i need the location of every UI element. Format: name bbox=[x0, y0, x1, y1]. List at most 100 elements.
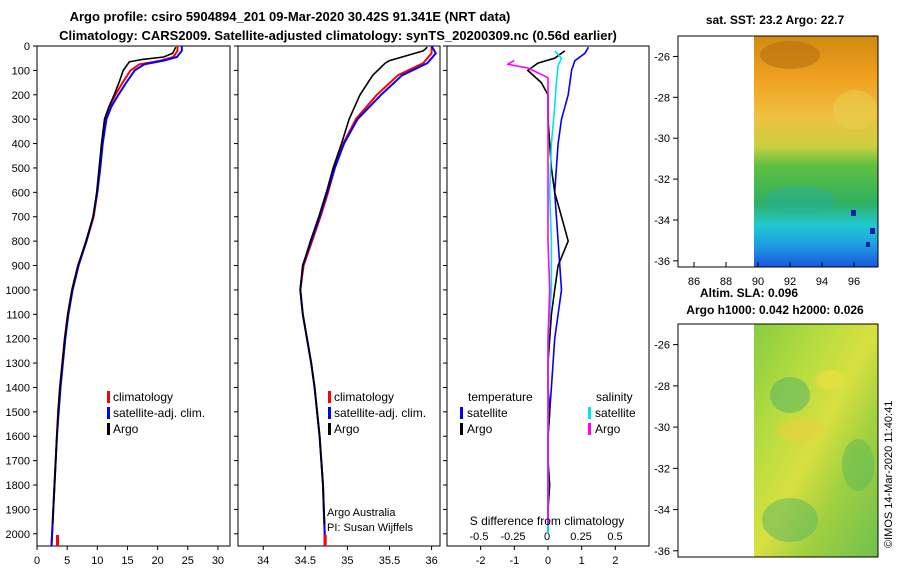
figure-title-line2: Climatology: CARS2009. Satellite-adjuste… bbox=[59, 28, 617, 43]
legend-label-sal-satellite: satellite bbox=[595, 406, 636, 420]
salinity-panel-frame bbox=[237, 45, 441, 547]
x-tick-label: 10 bbox=[91, 555, 103, 567]
x-tick-label: 15 bbox=[121, 555, 133, 567]
x-tick-label: 5 bbox=[64, 555, 70, 567]
sst-map-title: sat. SST: 23.2 Argo: 22.7 bbox=[706, 13, 845, 27]
legend-label-climatology: climatology bbox=[113, 390, 173, 404]
map-y-tick-label: -34 bbox=[654, 505, 670, 517]
map-x-tick-label: 96 bbox=[848, 276, 860, 288]
x-tick-label: 35 bbox=[341, 555, 353, 567]
legend-label-satellite: satellite-adj. clim. bbox=[334, 406, 426, 420]
temperature-legend: climatology satellite-adj. clim. Argo bbox=[107, 390, 205, 436]
temperature-profile-chart: 0 5 10 15 20 25 30 bbox=[34, 46, 224, 567]
legend-swatch-argo bbox=[107, 423, 110, 435]
legend-swatch-satellite bbox=[328, 407, 331, 419]
sst-warm-patch bbox=[760, 41, 820, 69]
x-tick-label: 1 bbox=[579, 555, 585, 567]
sst-map-frame bbox=[677, 35, 879, 268]
salinity-tick-label: -0.25 bbox=[500, 531, 525, 543]
depth-tick-label: 300 bbox=[12, 114, 30, 126]
imos-credit: ©IMOS 14-Mar-2020 11:40:41 bbox=[883, 401, 895, 548]
depth-tick-label: 0 bbox=[24, 41, 30, 53]
map-y-tick-label: -28 bbox=[654, 92, 670, 104]
depth-tick-label: 1000 bbox=[6, 285, 30, 297]
sla-high-patch bbox=[776, 418, 824, 442]
depth-tick-label: 1800 bbox=[6, 480, 30, 492]
map-y-tick-label: -34 bbox=[654, 215, 670, 227]
sla-high-patch bbox=[816, 370, 844, 390]
depth-tick-label: 500 bbox=[12, 163, 30, 175]
map-y-tick-label: -32 bbox=[654, 174, 670, 186]
x-tick-label: 35.5 bbox=[379, 555, 400, 567]
series-line-argo bbox=[51, 46, 177, 525]
x-tick-label: 36 bbox=[425, 555, 437, 567]
salinity-tick-label: 0.25 bbox=[570, 531, 591, 543]
map-y-tick-label: -30 bbox=[654, 422, 670, 434]
credit-pi: PI: Susan Wijffels bbox=[327, 522, 413, 534]
x-tick-label: 2 bbox=[612, 555, 618, 567]
salinity-profile-chart: 34 34.5 35 35.5 36 bbox=[257, 45, 438, 567]
sst-cloud-pixel bbox=[866, 242, 870, 247]
depth-axis: 0 100 200 300 400 500 600 700 800 900 1000 1100 1200… bbox=[6, 41, 447, 541]
depth-tick-label: 600 bbox=[12, 187, 30, 199]
depth-tick-label: 800 bbox=[12, 236, 30, 248]
map-y-tick-label: -26 bbox=[654, 340, 670, 352]
map-y-tick-label: -26 bbox=[654, 51, 670, 63]
legend-swatch-climatology bbox=[328, 391, 331, 403]
salinity-tick-label: -0.5 bbox=[470, 531, 489, 543]
x-tick-label: 30 bbox=[212, 555, 224, 567]
depth-tick-label: 1300 bbox=[6, 358, 30, 370]
legend-label-climatology: climatology bbox=[334, 390, 394, 404]
depth-tick-label: 1100 bbox=[6, 309, 30, 321]
legend-label-temp-argo: Argo bbox=[467, 422, 493, 436]
x-tick-label: -1 bbox=[509, 555, 519, 567]
temperature-panel-frame bbox=[36, 45, 231, 547]
bottom-marker bbox=[56, 535, 59, 546]
depth-tick-label: 1200 bbox=[6, 334, 30, 346]
series-line-satellite-adj-clim- bbox=[299, 45, 437, 546]
difference-profile-chart: -2 -1 0 1 2 -0.5 -0.25 0 0.25 0.5 bbox=[470, 46, 623, 567]
salinity-legend: climatology satellite-adj. clim. Argo Ar… bbox=[327, 390, 426, 534]
x-tick-label: -2 bbox=[476, 555, 486, 567]
bottom-marker bbox=[323, 535, 327, 546]
sst-field bbox=[754, 36, 878, 267]
legend-swatch-argo bbox=[328, 423, 331, 435]
legend-label-temp-satellite: satellite bbox=[467, 406, 508, 420]
x-tick-label: 25 bbox=[182, 555, 194, 567]
legend-swatch-temp-satellite bbox=[460, 407, 463, 419]
sla-low-patch bbox=[770, 377, 810, 413]
sla-low-patch bbox=[762, 498, 818, 542]
depth-tick-label: 2000 bbox=[6, 529, 30, 541]
legend-swatch-climatology bbox=[107, 391, 110, 403]
map-x-tick-label: 90 bbox=[752, 276, 764, 288]
legend-label-sal-argo: Argo bbox=[595, 422, 621, 436]
x-tick-label: 34.5 bbox=[295, 555, 316, 567]
sla-map-frame bbox=[677, 323, 879, 558]
sla-map-ticks: -26 -28 -30 -32 -34 -36 bbox=[654, 340, 678, 558]
difference-legend: temperature satellite Argo salinity sate… bbox=[460, 390, 636, 528]
sst-map bbox=[677, 35, 879, 268]
depth-tick-label: 100 bbox=[12, 65, 30, 77]
legend-swatch-temp-argo bbox=[460, 423, 463, 435]
sst-cloud-pixel bbox=[851, 210, 856, 216]
legend-swatch-sal-satellite bbox=[588, 407, 591, 419]
map-y-tick-label: -36 bbox=[654, 256, 670, 268]
legend-title-temperature: temperature bbox=[468, 390, 533, 404]
sla-map bbox=[677, 323, 879, 558]
depth-tick-label: 200 bbox=[12, 90, 30, 102]
depth-tick-label: 900 bbox=[12, 261, 30, 273]
map-x-tick-label: 92 bbox=[784, 276, 796, 288]
depth-tick-label: 400 bbox=[12, 139, 30, 151]
depth-tick-label: 1900 bbox=[6, 504, 30, 516]
legend-label-satellite: satellite-adj. clim. bbox=[113, 406, 205, 420]
series-line-salinity-argo bbox=[506, 59, 551, 524]
legend-swatch-sal-argo bbox=[588, 423, 591, 435]
map-y-tick-label: -36 bbox=[654, 546, 670, 558]
sla-map-subtitle: Argo h1000: 0.042 h2000: 0.026 bbox=[686, 303, 864, 317]
depth-tick-label: 1400 bbox=[6, 382, 30, 394]
x-tick-label: 20 bbox=[152, 555, 164, 567]
depth-tick-label: 1500 bbox=[6, 407, 30, 419]
difference-xlabel: S difference from climatology bbox=[470, 514, 625, 528]
sst-map-ticks: 86 88 90 92 94 96 -26 -28 -30 -32 -34 -36 bbox=[654, 51, 860, 288]
legend-title-salinity: salinity bbox=[596, 390, 633, 404]
